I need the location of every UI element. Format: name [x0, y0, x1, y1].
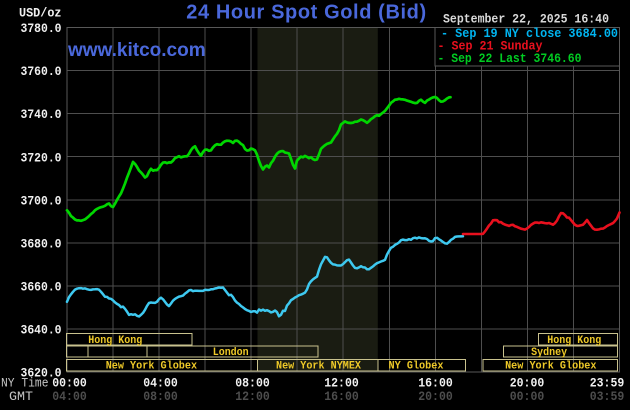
svg-text:USD/oz: USD/oz — [19, 5, 62, 20]
svg-text:- Sep 19 NY close 3684.00: - Sep 19 NY close 3684.00 — [441, 26, 618, 41]
svg-text:New York Globex: New York Globex — [106, 361, 198, 373]
svg-text:16:00: 16:00 — [418, 376, 453, 391]
svg-text:20:00: 20:00 — [418, 389, 453, 404]
svg-text:00:00: 00:00 — [510, 389, 545, 404]
svg-text:3640.0: 3640.0 — [21, 323, 62, 338]
svg-text:NY Globex: NY Globex — [389, 361, 444, 373]
svg-text:3760.0: 3760.0 — [21, 64, 62, 79]
svg-text:Sydney: Sydney — [531, 347, 567, 359]
svg-text:New York Globex: New York Globex — [505, 361, 597, 373]
svg-text:16:00: 16:00 — [324, 389, 359, 404]
svg-text:12:00: 12:00 — [235, 389, 270, 404]
svg-text:3660.0: 3660.0 — [21, 280, 62, 295]
svg-text:04:00: 04:00 — [143, 376, 178, 391]
svg-text:08:00: 08:00 — [235, 376, 270, 391]
svg-text:03:59: 03:59 — [590, 389, 625, 404]
svg-text:NY Time: NY Time — [1, 376, 49, 391]
svg-text:00:00: 00:00 — [52, 376, 87, 391]
svg-text:New York NYMEX: New York NYMEX — [276, 361, 361, 373]
svg-text:London: London — [213, 347, 249, 359]
svg-text:3740.0: 3740.0 — [21, 107, 62, 122]
svg-text:08:00: 08:00 — [143, 389, 178, 404]
svg-text:- Sep 22 Last 3746.60: - Sep 22 Last 3746.60 — [438, 51, 582, 66]
svg-text:20:00: 20:00 — [510, 376, 545, 391]
svg-text:12:00: 12:00 — [324, 376, 359, 391]
svg-text:3680.0: 3680.0 — [21, 236, 62, 251]
svg-text:3700.0: 3700.0 — [21, 193, 62, 208]
svg-text:04:00: 04:00 — [52, 389, 87, 404]
svg-text:September 22, 2025 16:40: September 22, 2025 16:40 — [443, 11, 609, 26]
svg-text:GMT: GMT — [9, 389, 33, 404]
svg-text:www.kitco.com: www.kitco.com — [67, 40, 206, 61]
svg-text:23:59: 23:59 — [590, 376, 625, 391]
svg-text:3780.0: 3780.0 — [21, 21, 62, 36]
svg-text:Hong Kong: Hong Kong — [88, 335, 142, 347]
svg-text:- Sep 21 Sunday: - Sep 21 Sunday — [438, 38, 543, 53]
svg-text:3620.0: 3620.0 — [21, 366, 62, 381]
svg-text:24 Hour Spot Gold (Bid): 24 Hour Spot Gold (Bid) — [186, 2, 426, 24]
svg-text:3720.0: 3720.0 — [21, 150, 62, 165]
svg-text:Hong Kong: Hong Kong — [547, 335, 601, 347]
